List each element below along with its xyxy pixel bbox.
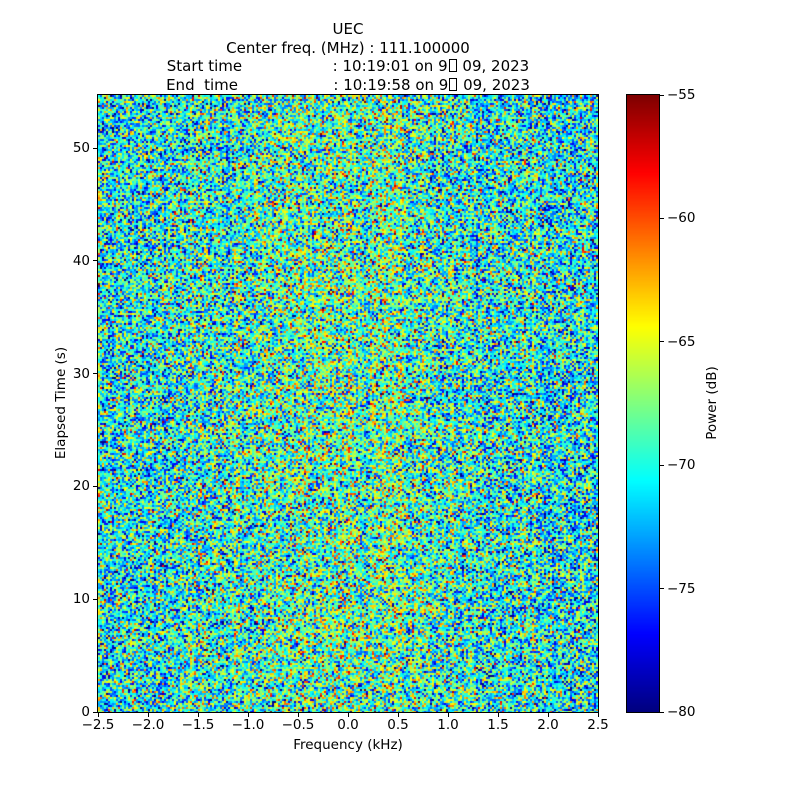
- colorbar-tick-mark: [660, 711, 664, 713]
- x-tick-mark: [497, 713, 499, 717]
- y-tick-label: 20: [72, 478, 90, 495]
- x-tick-label: −1.0: [231, 717, 265, 733]
- colorbar-tick-mark: [660, 94, 664, 96]
- colorbar-tick-mark: [660, 588, 664, 590]
- colorbar-gradient-canvas: [627, 95, 659, 712]
- x-tick-mark: [597, 713, 599, 717]
- colorbar-tick-label: −65: [667, 333, 696, 350]
- x-tick-label: −0.5: [281, 717, 315, 733]
- y-tick-label: 10: [72, 591, 90, 608]
- y-tick-mark: [93, 485, 97, 487]
- x-tick-label: 1.0: [437, 717, 459, 733]
- x-tick-label: 2.0: [537, 717, 559, 733]
- y-tick-mark: [93, 260, 97, 262]
- y-tick-label: 50: [72, 140, 90, 156]
- y-tick-mark: [93, 598, 97, 600]
- y-axis-label: Elapsed Time (s): [53, 346, 69, 460]
- chart-title: UEC: [332, 20, 364, 38]
- x-tick-mark: [297, 713, 299, 717]
- y-tick-label: 30: [72, 365, 90, 382]
- y-tick-mark: [93, 373, 97, 375]
- x-tick-mark: [397, 713, 399, 717]
- spectrogram-canvas: [98, 95, 598, 712]
- x-tick-mark: [247, 713, 249, 717]
- y-tick-label: 0: [81, 704, 90, 720]
- x-tick-label: −1.5: [181, 717, 215, 733]
- y-tick-mark: [93, 147, 97, 149]
- chart-title-block: UEC Center freq. (MHz) : 111.100000 Star…: [98, 20, 598, 95]
- colorbar-tick-mark: [660, 217, 664, 219]
- x-tick-label: −2.0: [131, 717, 165, 733]
- x-tick-mark: [347, 713, 349, 717]
- y-tick-label: 40: [72, 252, 90, 269]
- colorbar: [626, 94, 660, 713]
- x-tick-label: 1.5: [487, 717, 509, 733]
- colorbar-tick-label: −75: [667, 580, 696, 597]
- missing-glyph-box: [449, 78, 458, 92]
- colorbar-tick-label: −55: [667, 87, 696, 103]
- x-tick-mark: [447, 713, 449, 717]
- colorbar-tick-label: −80: [667, 704, 696, 720]
- colorbar-tick-label: −70: [667, 457, 696, 474]
- x-axis-label: Frequency (kHz): [293, 737, 403, 753]
- y-tick-mark: [93, 711, 97, 713]
- center-frequency-line: Center freq. (MHz) : 111.100000: [226, 38, 470, 57]
- colorbar-tick-mark: [660, 464, 664, 466]
- x-tick-label: 0.0: [337, 717, 359, 733]
- x-tick-mark: [147, 713, 149, 717]
- x-tick-label: 0.5: [387, 717, 409, 733]
- x-tick-mark: [197, 713, 199, 717]
- x-tick-label: −2.5: [81, 717, 115, 733]
- start-time-line: Start time : 10:19:01 on 9 09, 2023: [166, 57, 530, 76]
- x-tick-mark: [547, 713, 549, 717]
- x-tick-label: 2.5: [587, 717, 609, 733]
- end-time-line: End time : 10:19:58 on 9 09, 2023: [166, 76, 530, 95]
- spectrogram-plot-area: [97, 94, 599, 713]
- missing-glyph-box: [448, 59, 457, 73]
- colorbar-tick-label: −60: [667, 210, 696, 227]
- x-tick-mark: [97, 713, 99, 717]
- colorbar-tick-mark: [660, 341, 664, 343]
- colorbar-label: Power (dB): [704, 366, 720, 440]
